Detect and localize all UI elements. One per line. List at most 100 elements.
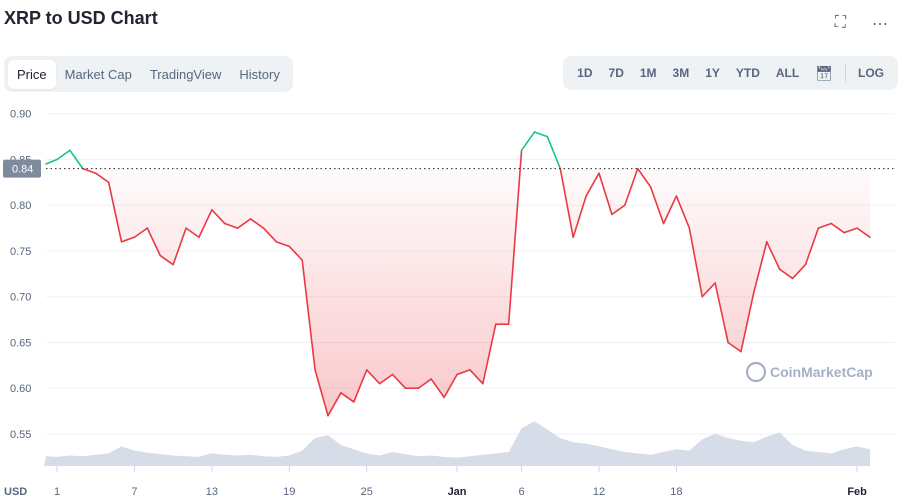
- price-segment: [146, 227, 162, 257]
- header-actions: ⛶ ⋯: [835, 14, 888, 34]
- price-segment: [120, 236, 136, 243]
- price-segment: [417, 378, 433, 390]
- price-segment: [45, 158, 58, 165]
- range-3m[interactable]: 3M: [672, 66, 690, 80]
- price-area-fill: [46, 168, 870, 416]
- range-ytd[interactable]: YTD: [735, 66, 760, 80]
- price-segment: [662, 195, 678, 225]
- reference-line: 0.84: [3, 159, 895, 178]
- y-tick-label: 0.70: [10, 292, 31, 304]
- x-tick-label: 6: [519, 486, 525, 498]
- current-price-label: 0.84: [12, 164, 33, 176]
- price-segment: [675, 195, 691, 229]
- price-chart[interactable]: 0.550.600.650.700.750.800.850.90 0.84 17…: [0, 100, 910, 501]
- price-area-path: [46, 168, 870, 416]
- tab-market-cap[interactable]: Market Cap: [64, 66, 132, 82]
- x-tick-label: 1: [54, 486, 60, 498]
- price-segment: [636, 167, 652, 188]
- current-price-badge: [3, 159, 41, 178]
- price-segment: [740, 291, 755, 353]
- log-scale-toggle[interactable]: LOG: [858, 66, 884, 80]
- price-segment: [701, 282, 716, 298]
- price-segment: [688, 227, 704, 298]
- price-segment: [236, 218, 252, 229]
- price-segment: [559, 167, 574, 239]
- y-tick-label: 0.75: [10, 246, 31, 258]
- price-segment: [314, 369, 329, 417]
- x-tick-label: 19: [283, 486, 295, 498]
- range-separator: [845, 64, 846, 82]
- range-1y[interactable]: 1Y: [705, 66, 720, 80]
- y-tick-label: 0.80: [10, 200, 31, 212]
- price-lines: [45, 131, 871, 417]
- price-segment: [469, 369, 484, 385]
- x-axis: 1 7 13 19 25 Jan 6 12 18 Feb: [54, 466, 867, 498]
- price-segment: [275, 241, 291, 248]
- y-tick-label: 0.65: [10, 337, 31, 349]
- x-tick-label: 25: [361, 486, 373, 498]
- price-segment: [301, 259, 316, 371]
- price-segment: [56, 149, 71, 161]
- price-segment: [624, 167, 639, 207]
- fullscreen-icon[interactable]: ⛶: [834, 14, 846, 31]
- price-segment: [520, 131, 536, 152]
- x-tick-label: Jan: [448, 486, 467, 498]
- tab-history[interactable]: History: [239, 66, 280, 82]
- volume-area-path: [44, 421, 871, 466]
- price-segment: [133, 227, 149, 239]
- price-segment: [353, 369, 368, 403]
- price-segment: [507, 149, 523, 325]
- x-tick-label: Feb: [847, 486, 867, 498]
- range-all[interactable]: ALL: [775, 66, 800, 80]
- price-segment: [69, 149, 84, 170]
- price-segment: [159, 254, 174, 266]
- price-segment: [856, 227, 871, 239]
- coinmarketcap-logo-icon: [745, 361, 767, 383]
- price-segment: [82, 167, 97, 174]
- price-segment: [185, 227, 200, 239]
- price-segment: [378, 373, 394, 385]
- watermark: CoinMarketCap: [745, 361, 873, 383]
- chart-title: XRP to USD Chart: [4, 8, 158, 28]
- price-segment: [94, 172, 110, 184]
- price-segment: [585, 172, 600, 197]
- price-segment: [765, 241, 781, 271]
- price-segment: [649, 186, 665, 225]
- price-segment: [172, 227, 187, 266]
- watermark-text: CoinMarketCap: [770, 364, 873, 380]
- price-segment: [249, 218, 265, 229]
- price-segment: [572, 195, 587, 239]
- time-range-selector: 1D 7D 1M 3M 1Y YTD ALL 📅︎ LOG: [563, 56, 898, 90]
- price-segment: [107, 181, 123, 243]
- price-segment: [830, 222, 845, 234]
- x-tick-label: 13: [206, 486, 218, 498]
- y-tick-label: 0.90: [10, 109, 31, 121]
- y-tick-label: 0.60: [10, 383, 31, 395]
- x-tick-label: 12: [593, 486, 605, 498]
- range-7d[interactable]: 7D: [608, 66, 624, 80]
- price-segment: [533, 131, 549, 138]
- volume-area: [44, 421, 871, 466]
- price-segment: [223, 222, 239, 229]
- calendar-icon[interactable]: 📅︎: [815, 64, 833, 81]
- price-segment: [482, 323, 497, 385]
- price-segment: [391, 373, 407, 390]
- price-segment: [443, 373, 458, 399]
- price-segment: [288, 245, 303, 261]
- price-segment: [327, 391, 342, 417]
- price-segment: [753, 241, 768, 293]
- more-icon[interactable]: ⋯: [872, 16, 888, 33]
- price-segment: [430, 378, 445, 399]
- tab-price[interactable]: Price: [8, 59, 56, 89]
- y-tick-label: 0.55: [10, 429, 31, 441]
- range-1m[interactable]: 1M: [639, 66, 657, 80]
- tab-tradingview[interactable]: TradingView: [149, 66, 222, 82]
- price-segment: [714, 282, 729, 344]
- price-segment: [598, 172, 613, 216]
- y-axis: 0.550.600.650.700.750.800.850.90: [10, 109, 31, 441]
- range-1d[interactable]: 1D: [577, 66, 593, 80]
- price-segment: [340, 391, 355, 403]
- price-segment: [211, 209, 226, 225]
- price-segment: [778, 268, 794, 280]
- price-segment: [365, 369, 381, 385]
